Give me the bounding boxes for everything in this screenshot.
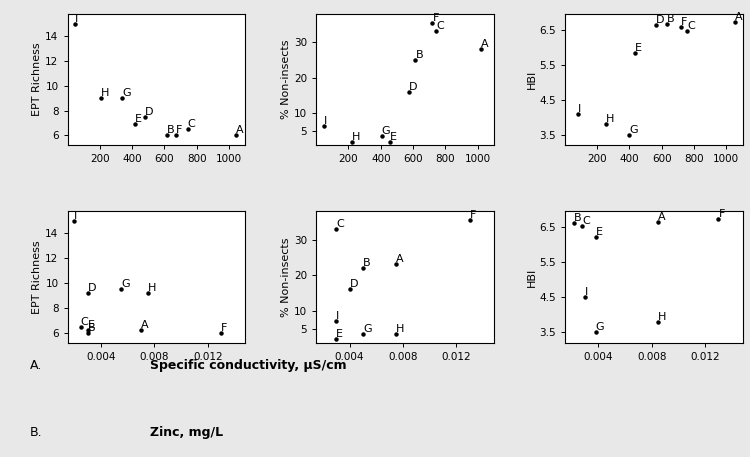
Text: A: A bbox=[396, 255, 404, 265]
Text: H: H bbox=[606, 114, 614, 123]
Text: I: I bbox=[578, 104, 581, 114]
Text: E: E bbox=[88, 320, 94, 330]
Text: H: H bbox=[148, 283, 156, 293]
Text: B: B bbox=[363, 258, 370, 268]
Text: A: A bbox=[735, 12, 742, 22]
Text: E: E bbox=[596, 227, 602, 237]
Y-axis label: HBI: HBI bbox=[526, 267, 536, 287]
Text: F: F bbox=[176, 125, 182, 135]
Text: B: B bbox=[574, 213, 582, 223]
Text: B: B bbox=[167, 125, 175, 135]
Text: C: C bbox=[582, 216, 590, 226]
Text: C: C bbox=[81, 317, 88, 327]
Text: F: F bbox=[470, 210, 476, 220]
Y-axis label: HBI: HBI bbox=[526, 70, 536, 89]
Text: C: C bbox=[188, 119, 196, 129]
Text: A: A bbox=[481, 39, 488, 49]
Text: E: E bbox=[390, 132, 397, 142]
Text: D: D bbox=[350, 279, 358, 289]
Text: D: D bbox=[409, 82, 418, 92]
Text: Specific conductivity, μS/cm: Specific conductivity, μS/cm bbox=[150, 359, 346, 372]
Text: E: E bbox=[135, 114, 142, 124]
Text: H: H bbox=[100, 88, 109, 98]
Text: B: B bbox=[88, 324, 95, 334]
Text: F: F bbox=[433, 13, 439, 22]
Text: G: G bbox=[121, 279, 130, 289]
Text: A: A bbox=[236, 125, 244, 135]
Text: E: E bbox=[634, 43, 642, 53]
Text: C: C bbox=[687, 21, 695, 31]
Text: D: D bbox=[145, 107, 154, 117]
Text: C: C bbox=[336, 219, 344, 229]
Text: F: F bbox=[718, 209, 724, 219]
Text: D: D bbox=[656, 15, 664, 25]
Text: I: I bbox=[324, 116, 328, 126]
Text: H: H bbox=[658, 312, 667, 322]
Text: A: A bbox=[141, 320, 148, 330]
Text: B: B bbox=[667, 14, 674, 24]
Text: H: H bbox=[352, 132, 360, 142]
Text: B.: B. bbox=[30, 426, 43, 439]
Text: I: I bbox=[75, 14, 78, 24]
Text: I: I bbox=[336, 311, 340, 321]
Text: B: B bbox=[416, 50, 423, 60]
Text: G: G bbox=[382, 127, 390, 137]
Text: G: G bbox=[596, 322, 604, 332]
Text: F: F bbox=[221, 323, 227, 333]
Text: C: C bbox=[436, 21, 444, 32]
Text: E: E bbox=[336, 329, 344, 339]
Text: F: F bbox=[681, 17, 687, 27]
Text: A.: A. bbox=[30, 359, 42, 372]
Text: I: I bbox=[74, 211, 77, 221]
Text: Zinc, mg/L: Zinc, mg/L bbox=[150, 426, 224, 439]
Text: G: G bbox=[122, 88, 131, 98]
Text: I: I bbox=[585, 287, 588, 297]
Text: H: H bbox=[396, 324, 405, 334]
Text: D: D bbox=[88, 283, 96, 293]
Text: G: G bbox=[629, 125, 638, 135]
Text: G: G bbox=[363, 324, 371, 334]
Y-axis label: EPT Richness: EPT Richness bbox=[32, 43, 43, 117]
Y-axis label: % Non-insects: % Non-insects bbox=[281, 40, 291, 119]
Y-axis label: % Non-insects: % Non-insects bbox=[281, 237, 291, 317]
Text: A: A bbox=[658, 212, 666, 222]
Y-axis label: EPT Richness: EPT Richness bbox=[32, 240, 43, 314]
